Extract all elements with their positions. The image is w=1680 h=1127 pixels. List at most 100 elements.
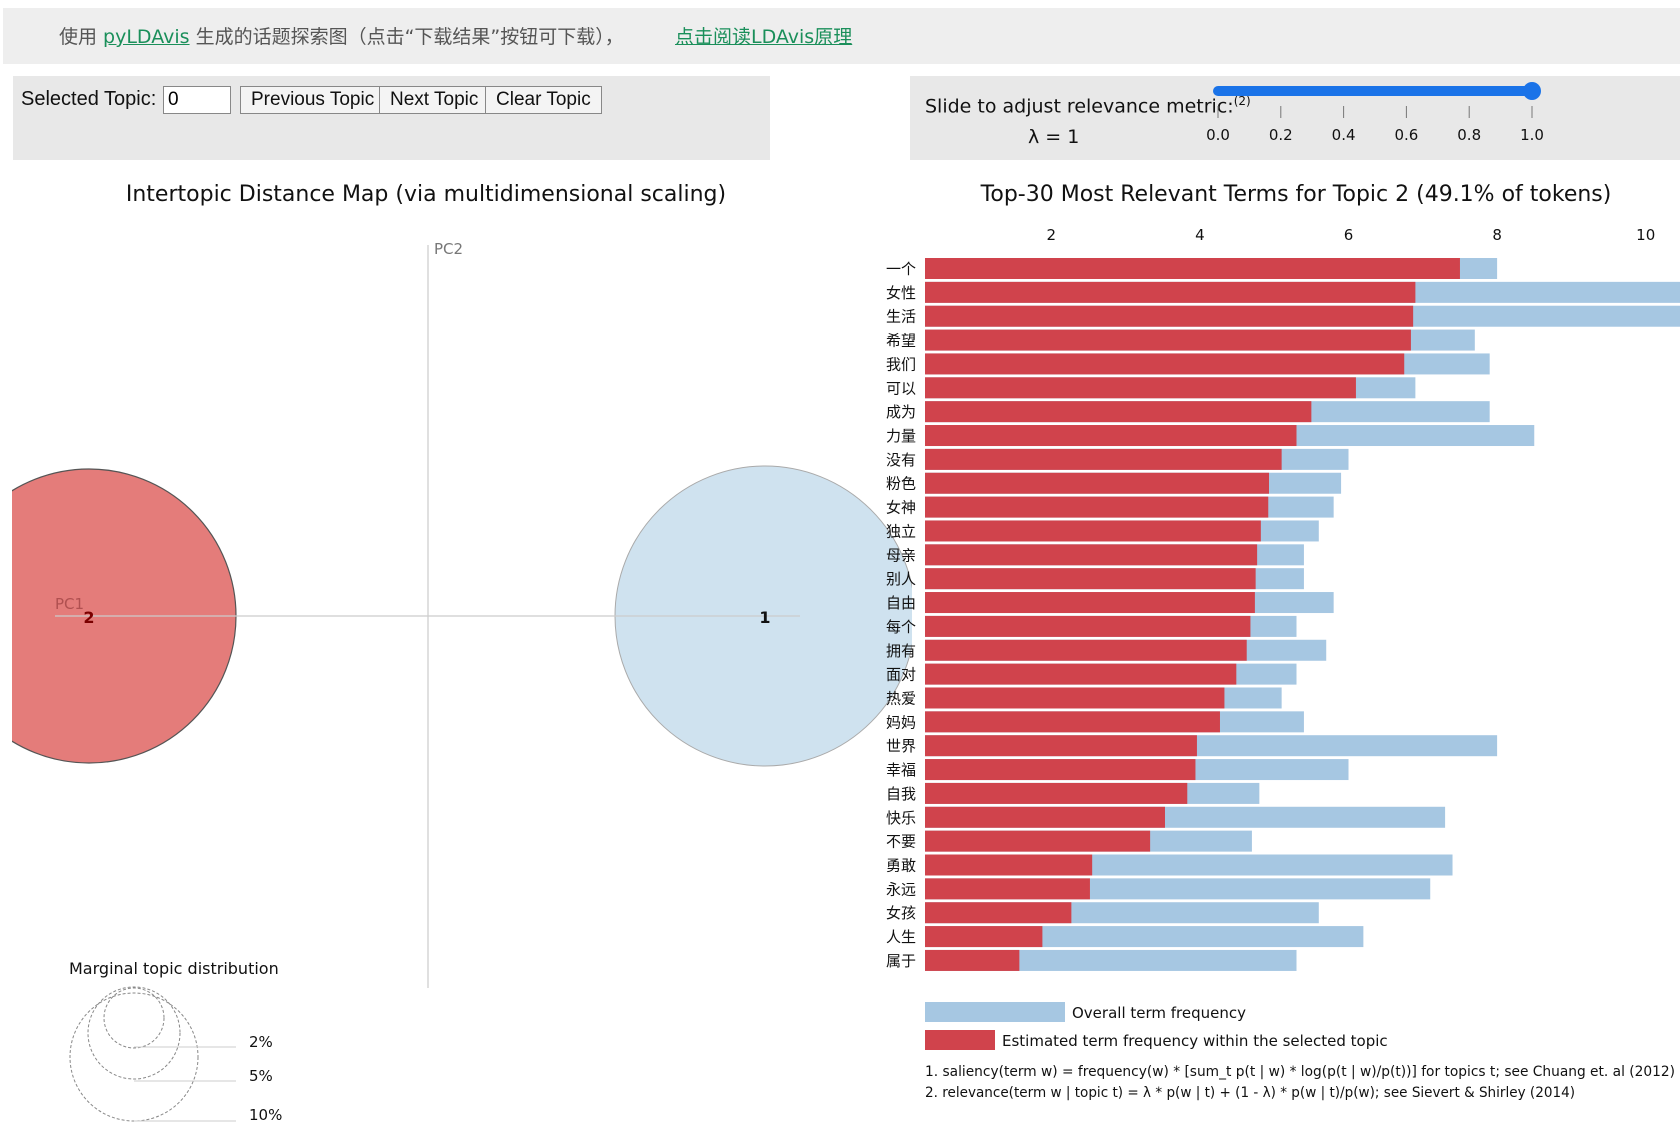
slider-thumb[interactable]: [1523, 82, 1541, 100]
bar-overall[interactable]: [925, 735, 1498, 757]
pyldavis-link[interactable]: pyLDAvis: [103, 26, 190, 48]
bar-estimated[interactable]: [925, 401, 1312, 423]
term-label[interactable]: 女孩: [886, 904, 916, 922]
bar-estimated[interactable]: [925, 329, 1411, 351]
bar-overall[interactable]: [925, 949, 1297, 971]
bar-estimated[interactable]: [925, 544, 1258, 566]
bar-overall[interactable]: [925, 639, 1327, 661]
term-label[interactable]: 人生: [886, 928, 916, 946]
bar-estimated[interactable]: [925, 496, 1269, 518]
bar-overall[interactable]: [925, 568, 1304, 590]
bar-estimated[interactable]: [925, 305, 1414, 327]
bar-estimated[interactable]: [925, 425, 1297, 447]
bar-estimated[interactable]: [925, 568, 1256, 590]
bar-overall[interactable]: [925, 258, 1498, 279]
term-label[interactable]: 一个: [886, 260, 916, 278]
term-label[interactable]: 妈妈: [886, 713, 916, 731]
bar-overall[interactable]: [925, 711, 1304, 733]
bar-estimated[interactable]: [925, 949, 1020, 971]
term-label[interactable]: 勇敢: [886, 857, 916, 875]
bar-overall[interactable]: [925, 663, 1297, 685]
term-label[interactable]: 没有: [886, 451, 916, 469]
bar-estimated[interactable]: [925, 687, 1225, 709]
selected-topic-input[interactable]: [163, 86, 231, 114]
term-label[interactable]: 自由: [886, 594, 916, 612]
bar-estimated[interactable]: [925, 902, 1072, 924]
term-label[interactable]: 属于: [886, 952, 916, 970]
next-topic-button[interactable]: Next Topic: [379, 86, 490, 114]
term-label[interactable]: 女性: [886, 284, 916, 302]
term-label[interactable]: 快乐: [886, 809, 916, 827]
bar-estimated[interactable]: [925, 830, 1151, 852]
term-label[interactable]: 母亲: [886, 546, 916, 564]
bar-estimated[interactable]: [925, 878, 1090, 900]
bar-estimated[interactable]: [925, 735, 1197, 757]
bar-estimated[interactable]: [925, 592, 1255, 614]
bar-overall[interactable]: [925, 472, 1342, 494]
bar-estimated[interactable]: [925, 926, 1043, 948]
term-label[interactable]: 面对: [886, 666, 916, 684]
bar-overall[interactable]: [925, 353, 1490, 375]
term-label[interactable]: 我们: [886, 355, 916, 373]
term-label[interactable]: 幸福: [886, 761, 916, 779]
bar-estimated[interactable]: [925, 759, 1196, 781]
term-label[interactable]: 每个: [886, 618, 916, 636]
term-label[interactable]: 粉色: [886, 475, 916, 493]
bar-overall[interactable]: [925, 377, 1416, 399]
bar-estimated[interactable]: [925, 377, 1356, 399]
bar-overall[interactable]: [925, 854, 1453, 876]
term-label[interactable]: 女神: [886, 499, 916, 517]
bar-overall[interactable]: [925, 759, 1349, 781]
bar-overall[interactable]: [925, 687, 1282, 709]
bar-estimated[interactable]: [925, 472, 1270, 494]
clear-topic-button[interactable]: Clear Topic: [485, 86, 602, 114]
bar-estimated[interactable]: [925, 854, 1093, 876]
bar-overall[interactable]: [925, 448, 1349, 470]
term-label[interactable]: 成为: [886, 403, 916, 421]
bar-overall[interactable]: [925, 926, 1364, 948]
term-label[interactable]: 世界: [886, 737, 916, 755]
topic-circle-2[interactable]: [0, 468, 237, 764]
bar-estimated[interactable]: [925, 806, 1165, 828]
bar-overall[interactable]: [925, 806, 1446, 828]
term-label[interactable]: 独立: [886, 522, 916, 540]
bar-overall[interactable]: [925, 902, 1319, 924]
bar-estimated[interactable]: [925, 782, 1188, 804]
bar-estimated[interactable]: [925, 639, 1247, 661]
term-label[interactable]: 生活: [886, 308, 916, 326]
bar-overall[interactable]: [925, 615, 1297, 637]
bar-overall[interactable]: [925, 782, 1260, 804]
term-label[interactable]: 别人: [886, 570, 916, 588]
bar-estimated[interactable]: [925, 663, 1237, 685]
bar-overall[interactable]: [925, 305, 1680, 327]
bar-estimated[interactable]: [925, 615, 1251, 637]
term-label[interactable]: 力量: [886, 427, 916, 445]
bar-overall[interactable]: [925, 878, 1431, 900]
term-label[interactable]: 自我: [886, 785, 916, 803]
bar-estimated[interactable]: [925, 448, 1282, 470]
term-label[interactable]: 热爱: [886, 689, 916, 707]
bar-estimated[interactable]: [925, 711, 1220, 733]
bar-overall[interactable]: [925, 281, 1680, 303]
bar-overall[interactable]: [925, 329, 1475, 351]
bar-overall[interactable]: [925, 592, 1334, 614]
bar-overall[interactable]: [925, 520, 1319, 542]
bar-estimated[interactable]: [925, 353, 1405, 375]
bar-overall[interactable]: [925, 544, 1304, 566]
term-label[interactable]: 不要: [886, 833, 916, 851]
previous-topic-button[interactable]: Previous Topic: [240, 86, 386, 114]
bar-overall[interactable]: [925, 401, 1490, 423]
read-ldavis-link[interactable]: 点击阅读LDAvis原理: [675, 26, 853, 48]
relevance-slider[interactable]: 0.0 0.2 0.4 0.6 0.8 1.0: [910, 76, 1680, 160]
bar-overall[interactable]: [925, 496, 1334, 518]
term-label[interactable]: 永远: [886, 880, 916, 898]
bar-estimated[interactable]: [925, 258, 1460, 279]
topic-circle-1[interactable]: [614, 465, 915, 767]
bar-overall[interactable]: [925, 425, 1535, 447]
bar-estimated[interactable]: [925, 520, 1261, 542]
bar-overall[interactable]: [925, 830, 1252, 852]
term-label[interactable]: 拥有: [886, 642, 916, 660]
bar-estimated[interactable]: [925, 281, 1416, 303]
term-label[interactable]: 希望: [886, 332, 916, 350]
term-label[interactable]: 可以: [886, 379, 916, 397]
